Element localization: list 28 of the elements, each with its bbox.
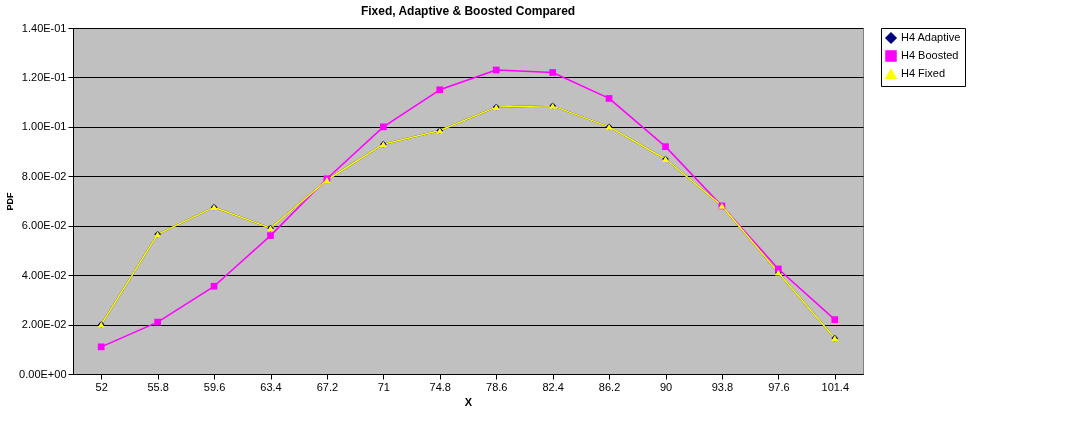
y-tick-label: 0.00E+00	[19, 367, 67, 380]
x-tick-label: 82.4	[542, 380, 564, 393]
x-tick-label: 52	[95, 380, 108, 393]
x-tick-label: 55.8	[147, 380, 169, 393]
x-tick-label: 74.8	[429, 380, 451, 393]
x-tick-label: 93.8	[711, 380, 734, 393]
y-tick-label: 8.00E-02	[21, 169, 67, 182]
chart-title: Fixed, Adaptive & Boosted Compared	[360, 4, 576, 18]
x-tick-label: 101.4	[821, 380, 850, 393]
y-tick-label: 1.40E-01	[21, 21, 67, 34]
x-tick-label: 90	[659, 380, 673, 393]
x-tick-label: 86.2	[598, 380, 621, 393]
x-tick-label: 63.4	[260, 380, 282, 393]
y-tick-label: 1.20E-01	[21, 70, 67, 83]
x-tick-label: 78.6	[486, 380, 508, 393]
y-axis-title: PDF	[5, 192, 16, 211]
x-axis-title: X	[464, 395, 473, 408]
legend-label: H4 Boosted	[901, 49, 959, 61]
y-tick-label: 6.00E-02	[21, 219, 67, 232]
x-tick-label: 97.6	[768, 380, 790, 393]
legend-label: H4 Adaptive	[901, 31, 961, 43]
x-tick-label: 67.2	[316, 380, 339, 393]
y-tick-label: 1.00E-01	[21, 120, 67, 133]
x-tick-label: 71	[377, 380, 390, 393]
legend-label: H4 Fixed	[901, 67, 946, 79]
y-tick-label: 4.00E-02	[21, 268, 67, 281]
y-tick-label: 2.00E-02	[21, 318, 67, 331]
x-tick-label: 59.6	[203, 380, 226, 393]
